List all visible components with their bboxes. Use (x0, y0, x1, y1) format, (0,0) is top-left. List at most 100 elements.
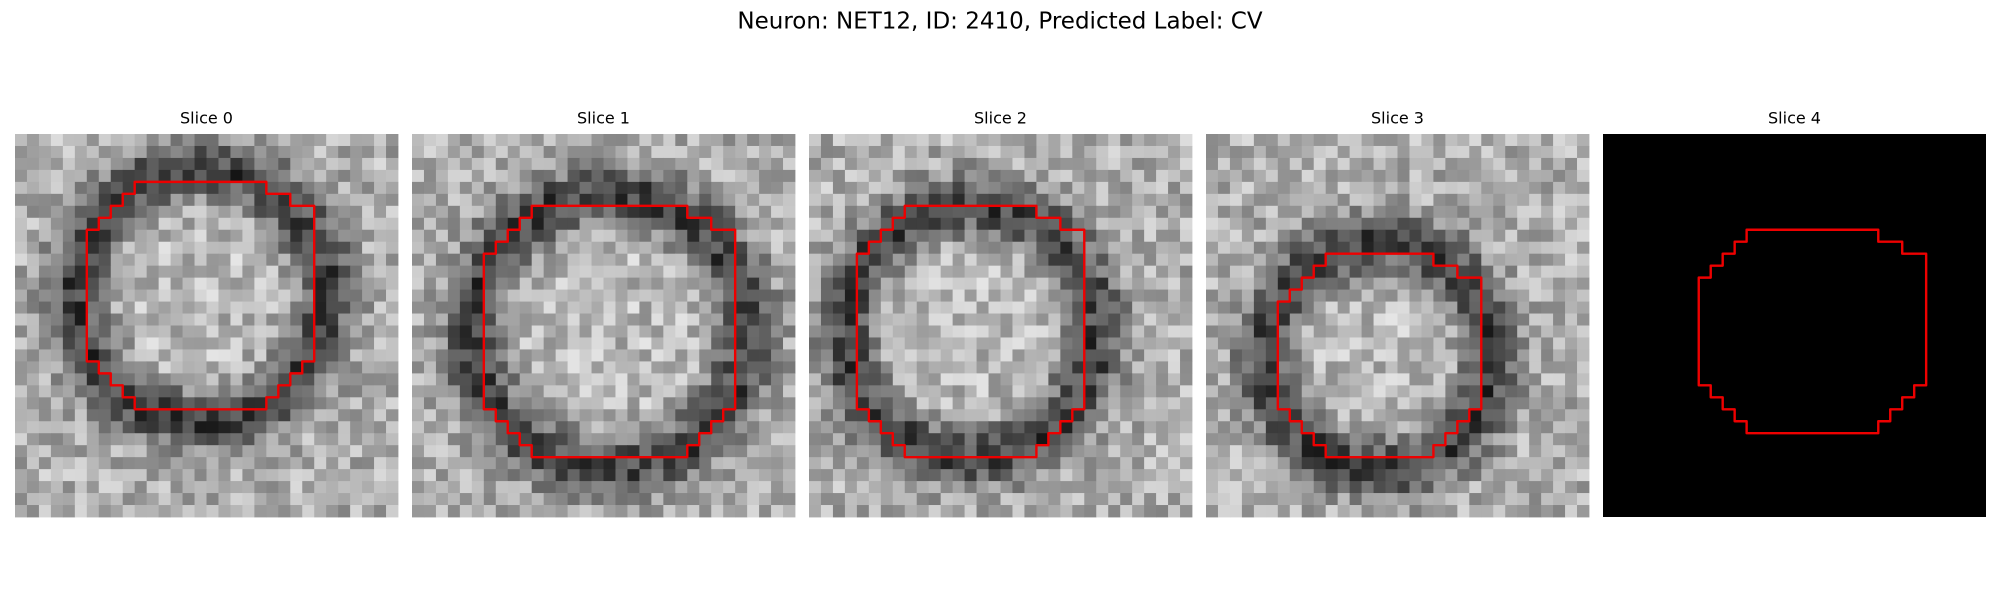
pixel (723, 373, 736, 386)
pixel (1361, 157, 1374, 171)
pixel (230, 157, 243, 171)
pixel (1469, 277, 1482, 290)
pixel (146, 181, 160, 195)
pixel (314, 337, 327, 350)
pixel (278, 385, 291, 398)
pixel (555, 313, 568, 326)
pixel (856, 337, 870, 350)
pixel (591, 361, 604, 374)
pixel (50, 493, 64, 506)
pixel (1517, 241, 1530, 255)
pixel (1072, 349, 1085, 362)
pixel (687, 253, 700, 267)
pixel (1337, 469, 1351, 482)
pixel (1156, 277, 1169, 290)
pixel (483, 265, 497, 279)
pixel (1481, 313, 1494, 326)
pixel (435, 433, 449, 446)
pixel (1024, 265, 1037, 279)
pixel (627, 445, 640, 458)
pixel (844, 169, 858, 183)
pixel (892, 289, 906, 302)
pixel (362, 325, 375, 338)
pixel (1096, 253, 1109, 267)
pixel (134, 181, 148, 195)
pixel (338, 265, 351, 279)
pixel (1132, 181, 1145, 195)
pixel (1012, 337, 1025, 350)
pixel (783, 205, 796, 219)
pixel (543, 313, 557, 326)
pixel (110, 481, 124, 494)
pixel (1265, 373, 1279, 386)
pixel (471, 134, 485, 147)
pixel (1457, 301, 1470, 314)
pixel (1096, 229, 1109, 243)
pixel (134, 385, 148, 398)
pixel (170, 493, 183, 506)
pixel (687, 181, 700, 195)
pixel (675, 349, 688, 362)
pixel (423, 421, 437, 434)
pixel (74, 337, 88, 350)
pixel (218, 433, 231, 446)
pixel (290, 349, 303, 362)
pixel (1301, 134, 1315, 147)
pixel (579, 469, 592, 482)
pixel (735, 253, 748, 267)
pixel (26, 433, 40, 446)
pixel (651, 433, 664, 446)
pixel (495, 205, 509, 219)
pixel (1144, 193, 1157, 207)
pixel (868, 385, 882, 398)
pixel (904, 361, 918, 374)
pixel (230, 433, 243, 446)
pixel (1180, 481, 1193, 494)
pixel (783, 397, 796, 410)
pixel (916, 481, 930, 494)
pixel (1469, 469, 1482, 482)
pixel (302, 445, 315, 458)
pixel (242, 277, 255, 290)
pixel (98, 217, 112, 231)
pixel (1144, 361, 1157, 374)
pixel (1289, 445, 1303, 458)
pixel (1349, 397, 1362, 410)
pixel (338, 481, 351, 494)
pixel (218, 505, 231, 518)
pixel (459, 181, 473, 195)
pixel (495, 385, 509, 398)
pixel (62, 169, 76, 183)
pixel (182, 469, 195, 482)
pixel (1541, 205, 1554, 219)
pixel (687, 134, 700, 147)
pixel (1529, 205, 1542, 219)
pixel (1373, 505, 1386, 518)
pixel (374, 229, 387, 243)
pixel (242, 145, 255, 159)
pixel (1036, 205, 1049, 219)
pixel (170, 265, 183, 279)
pixel (1229, 505, 1243, 518)
pixel (1385, 265, 1398, 279)
pixel (711, 181, 724, 195)
pixel (1469, 134, 1482, 147)
pixel (338, 157, 351, 171)
pixel (711, 265, 724, 279)
pixel (591, 134, 604, 147)
pixel (639, 265, 652, 279)
pixel (723, 493, 736, 506)
pixel (38, 193, 52, 207)
pixel (820, 301, 834, 314)
pixel (723, 217, 736, 231)
pixel (423, 337, 437, 350)
pixel (1433, 217, 1446, 231)
pixel (386, 337, 399, 350)
pixel (555, 157, 568, 171)
pixel (1072, 181, 1085, 195)
pixel (627, 361, 640, 374)
pixel (495, 277, 509, 290)
pixel (50, 313, 64, 326)
pixel (735, 205, 748, 219)
pixel (74, 397, 88, 410)
